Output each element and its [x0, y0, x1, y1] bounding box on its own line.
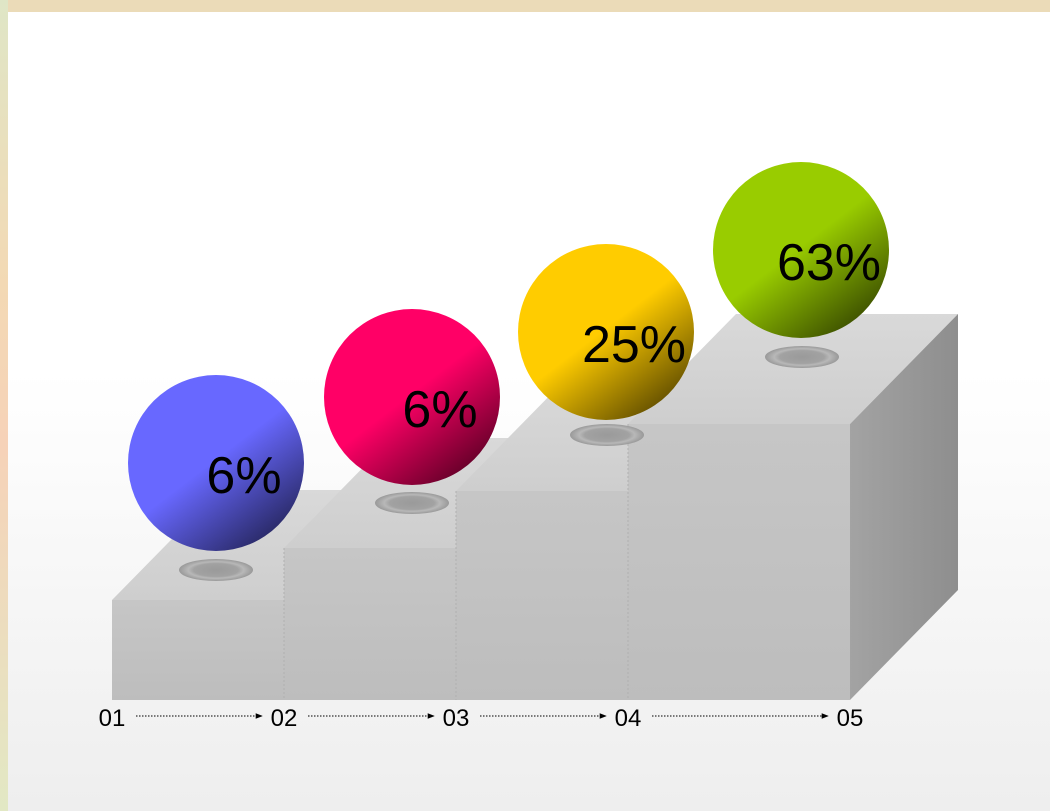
- step-front-4: [628, 424, 850, 700]
- x-tick-label-05: 05: [837, 705, 864, 732]
- sphere-group-1: 6%: [128, 375, 304, 551]
- x-tick-label-02: 02: [271, 705, 298, 732]
- x-tick-label-03: 03: [443, 705, 470, 732]
- sphere-pad-4: [765, 346, 839, 368]
- sphere-pad-1: [179, 559, 253, 581]
- step-top-4: [628, 314, 958, 424]
- step-front-3: [456, 491, 628, 700]
- x-tick-label-01: 01: [99, 705, 126, 732]
- sphere-group-2: 6%: [324, 309, 500, 485]
- value-label-4: 63%: [777, 234, 881, 292]
- value-sphere-3: [518, 244, 694, 420]
- value-label-2: 6%: [402, 381, 477, 439]
- sphere-group-3: 25%: [518, 244, 694, 420]
- x-tick-label-04: 04: [615, 705, 642, 732]
- value-sphere-4: [713, 162, 889, 338]
- left-accent-strip: [0, 0, 8, 811]
- step-front-2: [284, 548, 456, 700]
- value-sphere-1: [128, 375, 304, 551]
- value-sphere-2: [324, 309, 500, 485]
- step-side-4: [850, 314, 958, 700]
- step-front-1: [112, 600, 284, 700]
- value-label-3: 25%: [582, 316, 686, 374]
- value-label-1: 6%: [206, 447, 281, 505]
- sphere-group-4: 63%: [713, 162, 889, 338]
- sphere-pad-3: [570, 424, 644, 446]
- sphere-pad-2: [375, 492, 449, 514]
